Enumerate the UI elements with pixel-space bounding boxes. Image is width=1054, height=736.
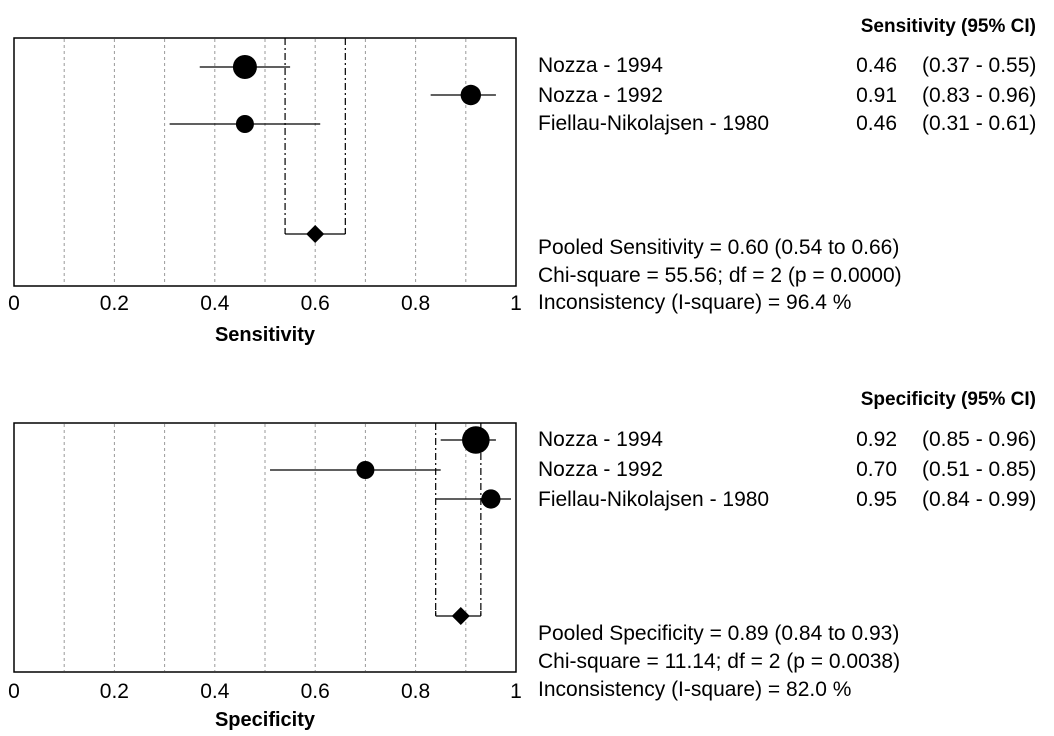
study-point-estimate	[460, 84, 482, 106]
study-name: Fiellau-Nikolajsen - 1980	[538, 488, 769, 511]
summary-statistic: Pooled Specificity = 0.89 (0.84 to 0.93)	[538, 622, 899, 645]
study-ci: (0.31 - 0.61)	[922, 112, 1036, 135]
study-estimate: 0.46	[856, 54, 897, 77]
column-header: Specificity (95% CI)	[861, 389, 1036, 410]
column-header: Sensitivity (95% CI)	[861, 16, 1036, 37]
plot-frame	[13, 422, 517, 673]
study-estimate: 0.95	[856, 488, 897, 511]
study-estimate: 0.70	[856, 458, 897, 481]
x-tick-label: 1	[510, 292, 522, 315]
x-tick-label: 0.4	[200, 680, 230, 703]
study-estimate: 0.92	[856, 428, 897, 451]
study-ci: (0.37 - 0.55)	[922, 54, 1036, 77]
x-tick-label: 0.4	[200, 292, 230, 315]
study-ci: (0.83 - 0.96)	[922, 84, 1036, 107]
x-tick-label: 0.8	[401, 292, 430, 315]
study-name: Nozza - 1994	[538, 54, 663, 77]
x-tick-label: 0.2	[100, 292, 129, 315]
study-point-estimate	[481, 489, 501, 509]
plot-frame	[13, 37, 517, 287]
forest-panel-sensitivity: 0 0.2 0.4 0.6 0.8 1 Sensitivity Sensitivity (95…	[8, 16, 1036, 346]
x-axis-label: Specificity	[215, 709, 316, 731]
summary-statistic: Chi-square = 55.56; df = 2 (p = 0.0000)	[538, 264, 902, 287]
x-tick-label: 0.6	[301, 680, 330, 703]
x-tick-label: 0.6	[301, 292, 330, 315]
study-name: Nozza - 1992	[538, 458, 663, 481]
study-point-estimate	[462, 426, 490, 454]
x-tick-label: 1	[510, 680, 522, 703]
study-estimate: 0.91	[856, 84, 897, 107]
study-name: Nozza - 1994	[538, 428, 663, 451]
study-name: Fiellau-Nikolajsen - 1980	[538, 112, 769, 135]
study-ci: (0.85 - 0.96)	[922, 428, 1036, 451]
study-point-estimate	[235, 115, 254, 133]
study-point-estimate	[232, 55, 257, 79]
x-tick-label: 0.8	[401, 680, 430, 703]
x-tick-label: 0.2	[100, 680, 129, 703]
study-ci: (0.51 - 0.85)	[922, 458, 1036, 481]
summary-statistic: Inconsistency (I-square) = 82.0 %	[538, 678, 851, 701]
summary-statistic: Chi-square = 11.14; df = 2 (p = 0.0038)	[538, 650, 900, 673]
study-point-estimate	[356, 461, 375, 479]
x-tick-label: 0	[8, 292, 20, 315]
x-tick-label: 0	[8, 680, 20, 703]
study-name: Nozza - 1992	[538, 84, 663, 107]
study-ci: (0.84 - 0.99)	[922, 488, 1036, 511]
summary-statistic: Inconsistency (I-square) = 96.4 %	[538, 291, 851, 314]
x-axis-label: Sensitivity	[215, 324, 316, 346]
summary-statistic: Pooled Sensitivity = 0.60 (0.54 to 0.66)	[538, 236, 899, 259]
pooled-estimate-diamond	[306, 225, 325, 243]
study-estimate: 0.46	[856, 112, 897, 135]
forest-panel-specificity: 0 0.2 0.4 0.6 0.8 1 Specificity Specificity (95…	[8, 389, 1036, 731]
pooled-estimate-diamond	[451, 607, 470, 625]
